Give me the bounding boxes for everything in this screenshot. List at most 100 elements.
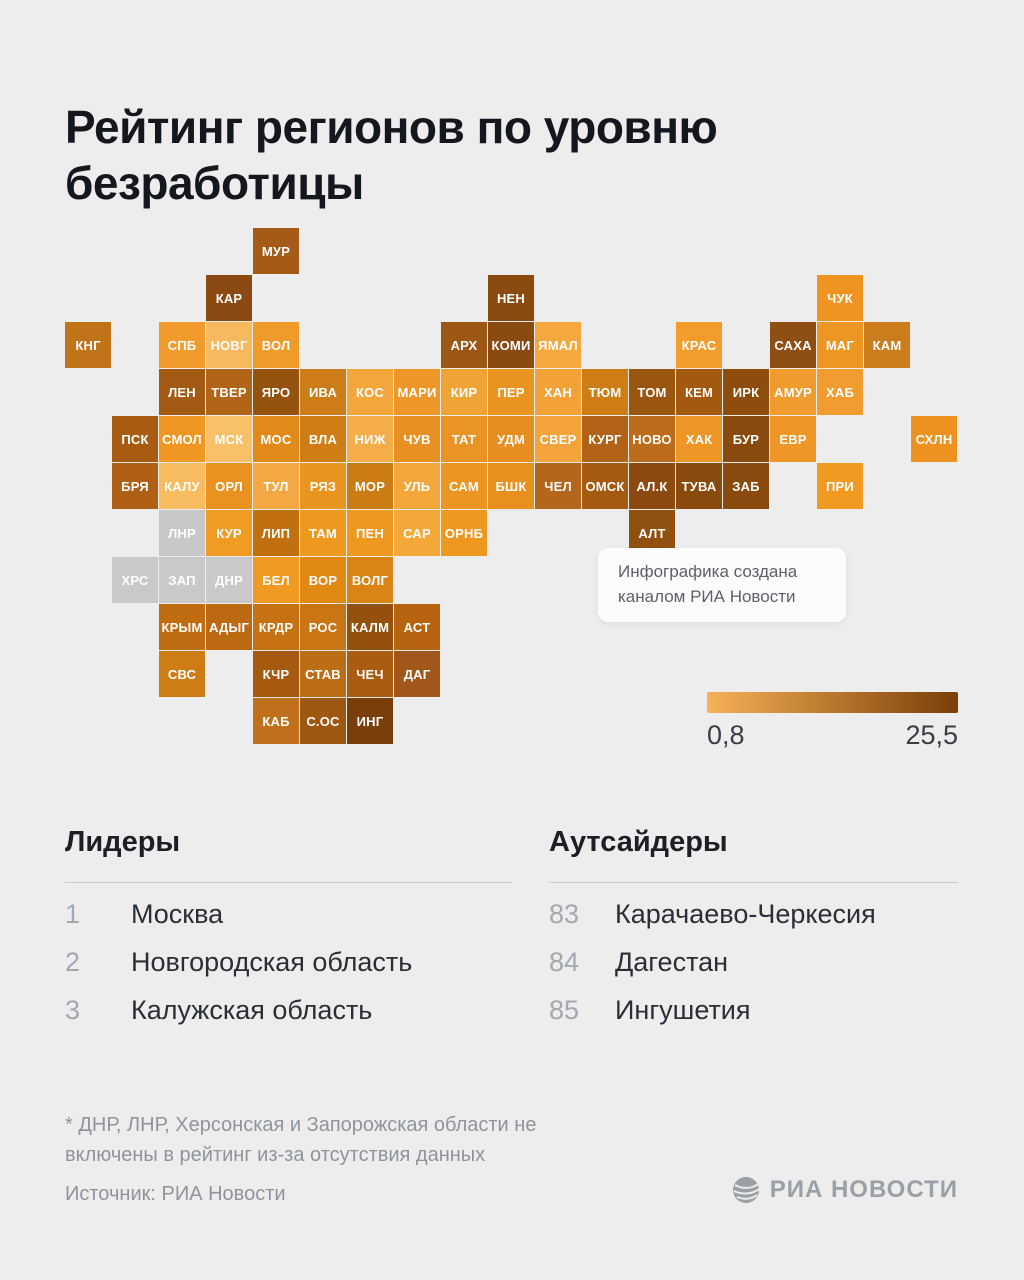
region-tile: АСТ (394, 604, 440, 650)
region-tile: АМУР (770, 369, 816, 415)
region-name: Москва (131, 899, 224, 929)
region-tile: МАРИ (394, 369, 440, 415)
region-tile: ИВА (300, 369, 346, 415)
region-tile: АДЫГ (206, 604, 252, 650)
rank-number: 84 (549, 947, 580, 977)
globe-icon (732, 1177, 760, 1203)
region-tile: КАР (206, 275, 252, 321)
region-tile: БРЯ (112, 463, 158, 509)
region-tile: СМОЛ (159, 416, 205, 462)
region-name: Калужская область (131, 995, 373, 1025)
region-tile: БУР (723, 416, 769, 462)
rank-number: 85 (549, 995, 580, 1025)
region-tile: ЕВР (770, 416, 816, 462)
region-tile: ХАН (535, 369, 581, 415)
region-tile: КАЛМ (347, 604, 393, 650)
rank-number: 2 (65, 947, 81, 977)
region-tile: КОС (347, 369, 393, 415)
region-tile: УДМ (488, 416, 534, 462)
region-tile: САХА (770, 322, 816, 368)
region-tile: МАГ (817, 322, 863, 368)
region-tile: ЧЕЛ (535, 463, 581, 509)
region-tile: ИРК (723, 369, 769, 415)
region-tile: БШК (488, 463, 534, 509)
region-tile: ЧУК (817, 275, 863, 321)
region-tile: ПРИ (817, 463, 863, 509)
rank-number: 1 (65, 899, 81, 929)
region-tile: МОР (347, 463, 393, 509)
legend-max-label: 25,5 (905, 720, 958, 750)
region-tile: ОРЛ (206, 463, 252, 509)
region-tile: НИЖ (347, 416, 393, 462)
region-tile: НОВО (629, 416, 675, 462)
rank-number: 83 (549, 899, 580, 929)
legend-gradient-bar (707, 692, 958, 713)
region-name: Ингушетия (615, 995, 751, 1025)
region-tile-map: МУР КАР НЕН ЧУК КНГ СПБ НОВГ ВОЛ АРХ КОМИ ЯМАЛ КРАС… (65, 228, 957, 744)
region-tile: МСК (206, 416, 252, 462)
legend-min-label: 0,8 (707, 720, 745, 750)
region-tile: ЧУВ (394, 416, 440, 462)
region-tile: ОМСК (582, 463, 628, 509)
outsiders-section: Аутсайдеры 83 Карачаево-Черкесия 84 Дагеста… (549, 826, 958, 1043)
region-tile: ВОЛ (253, 322, 299, 368)
region-tile: ХРС (112, 557, 158, 603)
region-tile: ТУВА (676, 463, 722, 509)
region-tile: СТАВ (300, 651, 346, 697)
region-tile: ТВЕР (206, 369, 252, 415)
rank-number: 3 (65, 995, 81, 1025)
region-tile: ДНР (206, 557, 252, 603)
logo-text: РИА НОВОСТИ (769, 1176, 958, 1203)
rank-row: 1 Москва (65, 899, 512, 947)
note-box-text: Инфографика создана каналом РИА Новости (618, 562, 798, 606)
region-tile: УЛЬ (394, 463, 440, 509)
region-tile: НЕН (488, 275, 534, 321)
leaders-heading: Лидеры (65, 826, 181, 858)
region-tile: РЯЗ (300, 463, 346, 509)
color-legend: 0,8 25,5 (707, 692, 958, 751)
region-tile: МУР (253, 228, 299, 274)
region-tile: ТАМ (300, 510, 346, 556)
region-tile: ЛИП (253, 510, 299, 556)
region-tile: ПЕН (347, 510, 393, 556)
rank-row: 2 Новгородская область (65, 947, 512, 995)
region-tile: КИР (441, 369, 487, 415)
rank-row: 85 Ингушетия (549, 995, 958, 1043)
region-name: Новгородская область (131, 947, 413, 977)
region-tile: КАЛУ (159, 463, 205, 509)
ria-novosti-logo: РИА НОВОСТИ (732, 1176, 958, 1204)
region-tile: НОВГ (206, 322, 252, 368)
region-tile: САМ (441, 463, 487, 509)
region-tile: КНГ (65, 322, 111, 368)
region-tile: С.ОС (300, 698, 346, 744)
region-tile: СПБ (159, 322, 205, 368)
region-tile: МОС (253, 416, 299, 462)
region-tile: КЧР (253, 651, 299, 697)
rank-row: 3 Калужская область (65, 995, 512, 1043)
region-tile: ЧЕЧ (347, 651, 393, 697)
region-tile: КАБ (253, 698, 299, 744)
region-tile: ТОМ (629, 369, 675, 415)
region-tile: ТАТ (441, 416, 487, 462)
region-name: Дагестан (615, 947, 729, 977)
divider (549, 882, 958, 883)
region-tile: ВОР (300, 557, 346, 603)
region-tile: ЛЕН (159, 369, 205, 415)
note-box: Инфографика создана каналом РИА Новости (598, 548, 846, 622)
region-tile: ХАБ (817, 369, 863, 415)
outsiders-list: 83 Карачаево-Черкесия 84 Дагестан 85 Ингушети… (549, 899, 958, 1043)
page-title: Рейтинг регионов по уровню безработицы (65, 100, 718, 209)
region-tile: КРДР (253, 604, 299, 650)
region-tile: ЛНР (159, 510, 205, 556)
region-tile: ДАГ (394, 651, 440, 697)
region-tile: ТЮМ (582, 369, 628, 415)
region-tile: КЕМ (676, 369, 722, 415)
region-tile: ЯРО (253, 369, 299, 415)
region-tile: КОМИ (488, 322, 534, 368)
source-label: Источник: РИА Новости (65, 1183, 286, 1205)
region-tile: ХАК (676, 416, 722, 462)
region-tile: КУРГ (582, 416, 628, 462)
region-tile: КРЫМ (159, 604, 205, 650)
region-tile: КРАС (676, 322, 722, 368)
